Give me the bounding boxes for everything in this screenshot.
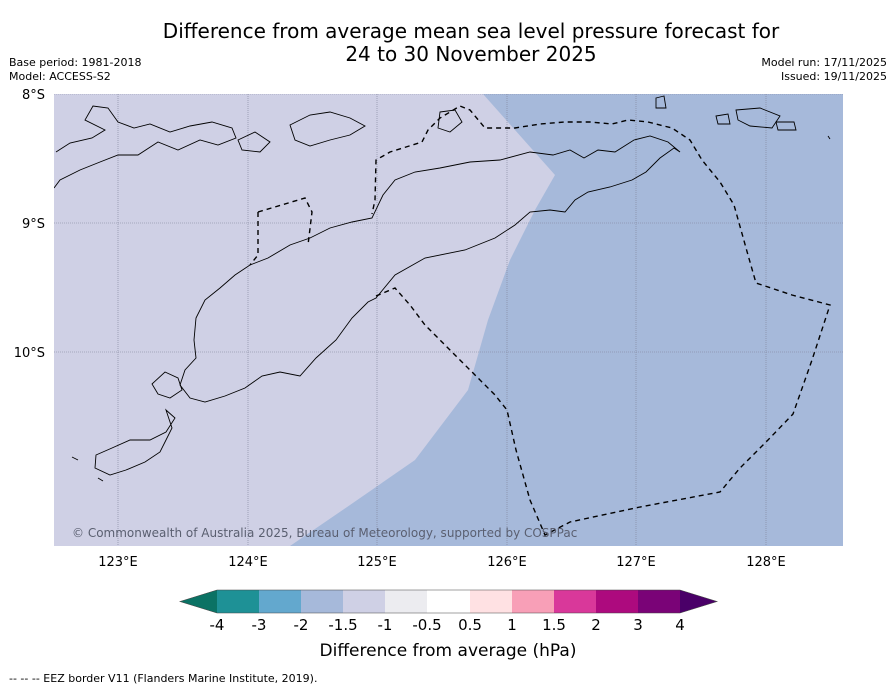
meta-right: Model run: 17/11/2025 Issued: 19/11/2025 [761,56,887,84]
lon-label: 124°E [228,555,268,570]
base-period: Base period: 1981-2018 [9,56,142,69]
colorbar-seg-3 [301,590,343,613]
colorbar-tick: 3 [633,616,643,634]
colorbar-tick: 2 [591,616,601,634]
colorbar-tick: -2 [293,616,309,634]
colorbar-seg-5 [385,590,427,613]
copyright-notice: © Commonwealth of Australia 2025, Bureau… [72,526,578,540]
model-name: Model: ACCESS-S2 [9,70,111,83]
lat-label: 8°S [22,88,45,103]
colorbar-tick: -3 [251,616,267,634]
colorbar-seg-7 [470,590,512,613]
colorbar-seg-2 [259,590,301,613]
chart-title: Difference from average mean sea level p… [0,20,896,66]
lat-label: 10°S [14,346,45,361]
lon-label: 125°E [357,555,397,570]
colorbar-seg-1 [217,590,259,613]
colorbar-tick: 1.5 [542,616,566,634]
colorbar-tick: 0.5 [458,616,482,634]
colorbar-tick: 4 [675,616,685,634]
eez-footnote: -- -- -- EEZ border V11 (Flanders Marine… [9,672,318,685]
colorbar-seg-0 [180,590,217,613]
lat-axis-labels: 8°S 9°S 10°S [14,88,45,361]
colorbar-seg-8 [512,590,554,613]
title-line-1: Difference from average mean sea level p… [162,19,780,43]
lon-label: 123°E [98,555,138,570]
colorbar-tick: 1 [507,616,517,634]
meta-left: Base period: 1981-2018 Model: ACCESS-S2 [9,56,141,84]
issued-date: Issued: 19/11/2025 [780,70,887,83]
colorbar-seg-6 [427,590,470,613]
lon-label: 126°E [487,555,527,570]
colorbar-seg-10 [596,590,638,613]
lon-label: 127°E [616,555,656,570]
colorbar [178,589,719,614]
colorbar-seg-11 [638,590,680,613]
anomaly-band-blue [290,94,843,546]
title-line-2: 24 to 30 November 2025 [345,42,597,66]
lon-axis-labels: 123°E 124°E 125°E 126°E 127°E 128°E [98,555,786,570]
model-run: Model run: 17/11/2025 [761,56,887,69]
graticule [54,94,843,546]
eez-borders [249,105,831,536]
colorbar-tick: -4 [209,616,225,634]
colorbar-seg-9 [554,590,596,613]
colorbar-tick: -1.5 [328,616,358,634]
forecast-map: 8°S 9°S 10°S 123°E 124°E 125°E 126°E 127… [14,88,843,570]
coastlines [54,95,831,482]
colorbar-tick: -0.5 [412,616,442,634]
colorbar-seg-12 [680,590,717,613]
colorbar-seg-4 [343,590,385,613]
colorbar-tick: -1 [377,616,393,634]
colorbar-title: Difference from average (hPa) [319,641,577,661]
lat-label: 9°S [22,217,45,232]
lon-label: 128°E [746,555,786,570]
